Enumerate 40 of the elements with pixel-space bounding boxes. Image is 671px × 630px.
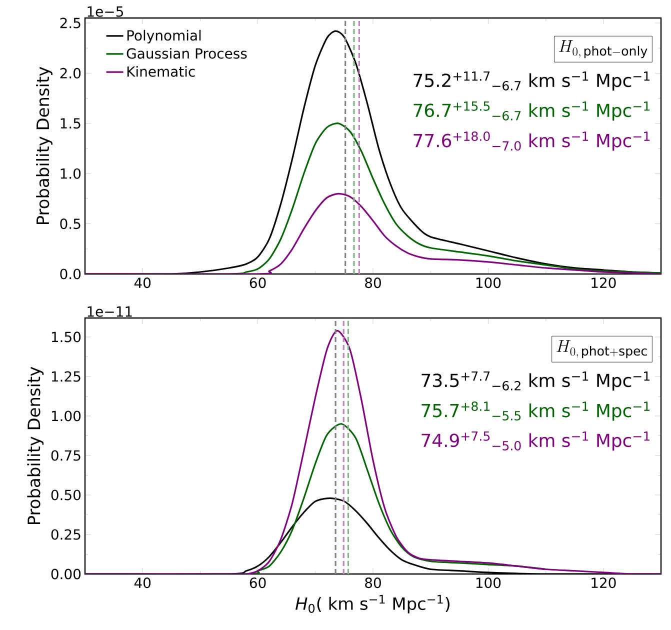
y-tick-label: 0.0 <box>60 268 81 280</box>
x-tick-label: 100 <box>476 578 501 588</box>
x-tick-label: 80 <box>365 578 381 588</box>
annotation: 75.7$^{+8.1}$$_{−5.5}$ km s$^{−1}$ Mpc$^{−1}$ <box>422 402 650 421</box>
y-tick-label: 2.5 <box>60 18 80 28</box>
y-tick-label: 1.0 <box>60 168 81 179</box>
annotation: 74.9$^{+7.5}$$_{−5.0}$ km s$^{−1}$ Mpc$^{−1}$ <box>422 432 650 451</box>
annotation: 77.6$^{+18.0}$$_{−7.0}$ km s$^{−1}$ Mpc$^{−1}$ <box>414 132 650 151</box>
text: 1e−11 <box>88 306 132 317</box>
y-tick-label: 0.50 <box>51 490 81 500</box>
x-tick-label: 40 <box>134 278 151 288</box>
y-tick-label: 1.25 <box>52 371 80 382</box>
line-series <box>85 192 662 274</box>
y-axis-title: Probability Density <box>27 366 44 524</box>
x-axis-title: H$_{0}$( km s$^{−1}$ Mpc$^{−1}$) <box>296 594 450 614</box>
x-tick-label: 80 <box>365 278 381 288</box>
x-tick-label: 100 <box>476 278 501 288</box>
y-tick-label: 1.5 <box>60 118 80 129</box>
x-tick-label: 120 <box>592 278 616 288</box>
y-tick-label: 2.0 <box>60 68 81 78</box>
x-tick-label: 60 <box>250 278 266 288</box>
x-tick-label: 40 <box>134 578 151 588</box>
y-tick-label: 0.5 <box>60 218 80 230</box>
legend-label: Kinematic <box>127 66 195 77</box>
annotation: $H_{0,\,\mathrm{phot-only}}$ <box>559 40 648 58</box>
x-tick-label: 60 <box>250 578 266 588</box>
annotation: 76.7$^{+15.5}$$_{−6.7}$ km s$^{−1}$ Mpc$^{−1}$ <box>414 102 650 121</box>
y-tick-label: 1.50 <box>52 332 81 342</box>
text: 1e−5 <box>88 6 123 17</box>
legend-label: Polynomial <box>127 30 201 44</box>
annotation: 75.2$^{+11.7}$$_{−6.7}$ km s$^{−1}$ Mpc$^{−1}$ <box>414 72 650 91</box>
annotation: 73.5$^{+7.7}$$_{−6.2}$ km s$^{−1}$ Mpc$^{−1}$ <box>422 372 650 391</box>
legend-label: Gaussian Process <box>126 48 247 59</box>
x-tick-label: 120 <box>592 578 616 588</box>
annotation: $H_{0,\,\mathrm{phot+spec}}$ <box>556 340 647 358</box>
y-axis-title: Probability Density <box>36 66 52 224</box>
y-tick-label: 0.75 <box>51 450 80 461</box>
y-tick-label: 0.00 <box>51 568 81 580</box>
y-tick-label: 1.00 <box>52 410 81 422</box>
y-tick-label: 0.25 <box>51 529 80 540</box>
